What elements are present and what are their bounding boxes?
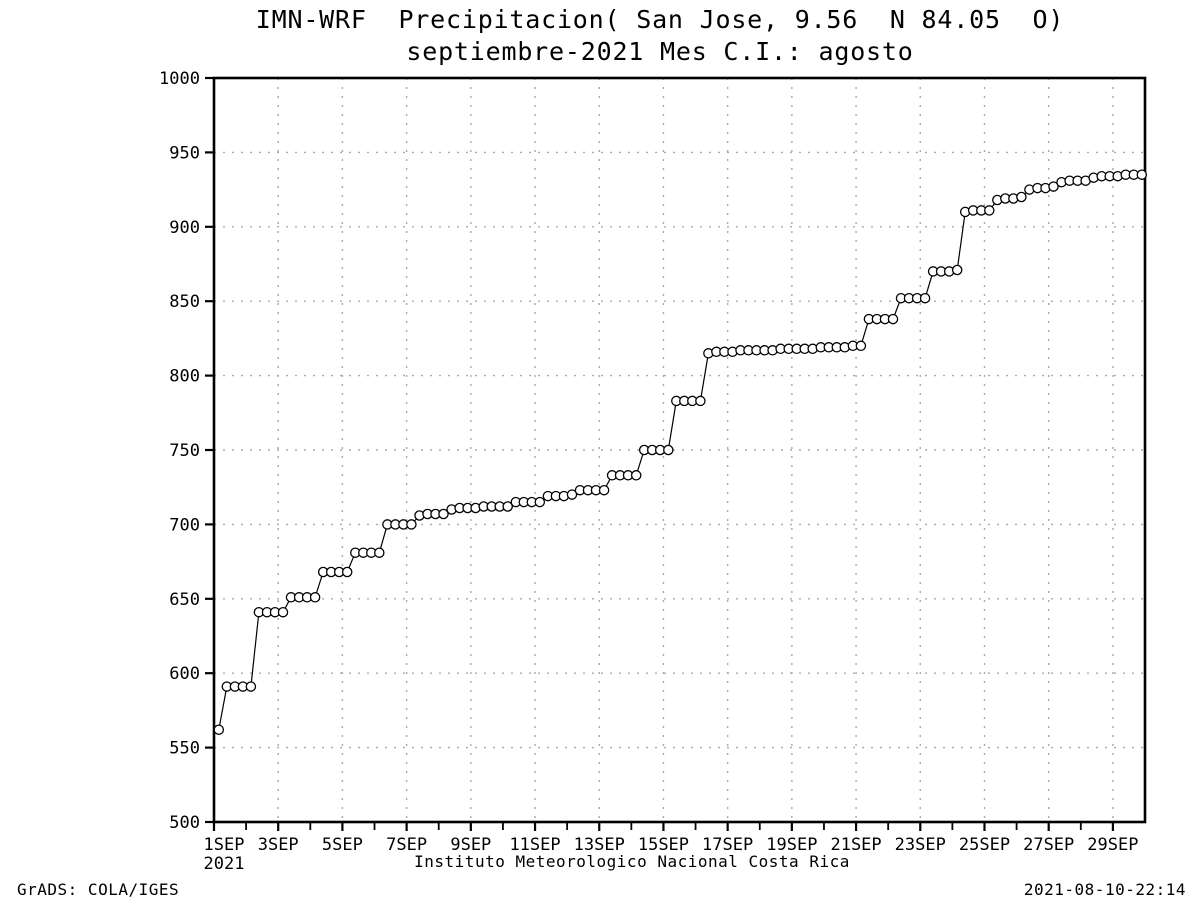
x-axis-caption: Instituto Meteorologico Nacional Costa R… — [414, 852, 850, 871]
x-axis-year-label: 2021 — [204, 854, 245, 874]
data-point-marker — [1048, 181, 1059, 192]
chart-title-line-2: septiembre-2021 Mes C.I.: agosto — [406, 37, 914, 66]
y-tick-label: 600 — [169, 664, 200, 684]
x-tick-label: 27SEP — [1023, 835, 1074, 855]
data-point-marker — [566, 489, 578, 500]
y-tick-label: 700 — [169, 515, 200, 535]
x-tick-label: 21SEP — [830, 835, 881, 855]
gridlines — [214, 78, 1145, 822]
data-point-marker — [534, 496, 546, 508]
x-tick-label: 3SEP — [258, 835, 299, 855]
y-tick-label: 950 — [169, 143, 200, 163]
x-tick-label: 23SEP — [895, 835, 946, 855]
data-point-marker — [374, 547, 385, 558]
x-tick-label: 11SEP — [509, 835, 560, 855]
data-point-marker — [598, 484, 610, 496]
data-point-marker — [887, 313, 899, 325]
y-tick-label: 1000 — [159, 69, 200, 89]
data-line — [218, 174, 1142, 730]
plot-frame-group — [212, 76, 1147, 824]
data-point-marker — [919, 292, 931, 304]
chart-title-line-1: IMN-WRF Precipitacion( San Jose, 9.56 N … — [255, 5, 1065, 34]
x-tick-label: 25SEP — [959, 835, 1010, 855]
data-point-marker — [984, 205, 995, 216]
x-tick-label: 7SEP — [386, 835, 427, 855]
data-point-marker — [1016, 191, 1027, 203]
x-tick-label: 15SEP — [638, 835, 689, 855]
data-point-marker — [277, 606, 289, 618]
data-point-marker — [341, 566, 353, 578]
plot-frame — [212, 76, 1147, 824]
chart-title-block: IMN-WRF Precipitacion( San Jose, 9.56 N … — [150, 4, 1170, 68]
data-point-marker — [1136, 169, 1148, 180]
x-tick-label: 13SEP — [574, 835, 625, 855]
y-tick-label: 900 — [169, 218, 200, 238]
data-point-marker — [951, 264, 963, 276]
data-point-marker — [309, 592, 321, 603]
data-point-marker — [406, 519, 417, 530]
x-tick-label: 17SEP — [702, 835, 753, 855]
x-tick-label: 1SEP — [204, 835, 245, 855]
x-tick-label: 5SEP — [322, 835, 363, 855]
data-point-marker — [663, 444, 674, 456]
y-tick-label: 550 — [169, 739, 200, 759]
data-point-marker — [502, 501, 513, 512]
precipitation-series — [213, 169, 1148, 735]
x-tick-label: 9SEP — [450, 835, 491, 855]
data-point-marker — [213, 724, 225, 735]
data-point-marker — [695, 395, 706, 407]
data-point-marker — [438, 508, 449, 520]
grads-credit-label: GrADS: COLA/IGES — [17, 880, 180, 899]
axis-ticks — [205, 76, 1114, 831]
x-tick-label: 19SEP — [766, 835, 817, 855]
data-point-marker — [855, 340, 867, 352]
y-tick-label: 650 — [169, 590, 200, 610]
y-tick-label: 750 — [169, 441, 200, 461]
y-tick-label: 500 — [169, 813, 200, 833]
axis-tick-labels: 500 550 600 650 700 750 800 850 900 950 1000 1SEP 3S… — [159, 69, 1138, 874]
x-tick-label: 29SEP — [1087, 835, 1138, 855]
y-tick-label: 800 — [169, 367, 200, 387]
data-point-marker — [630, 470, 642, 481]
data-point-marker — [245, 681, 257, 692]
y-tick-label: 850 — [169, 292, 200, 312]
plot-timestamp-label: 2021-08-10-22:14 — [1023, 880, 1186, 899]
